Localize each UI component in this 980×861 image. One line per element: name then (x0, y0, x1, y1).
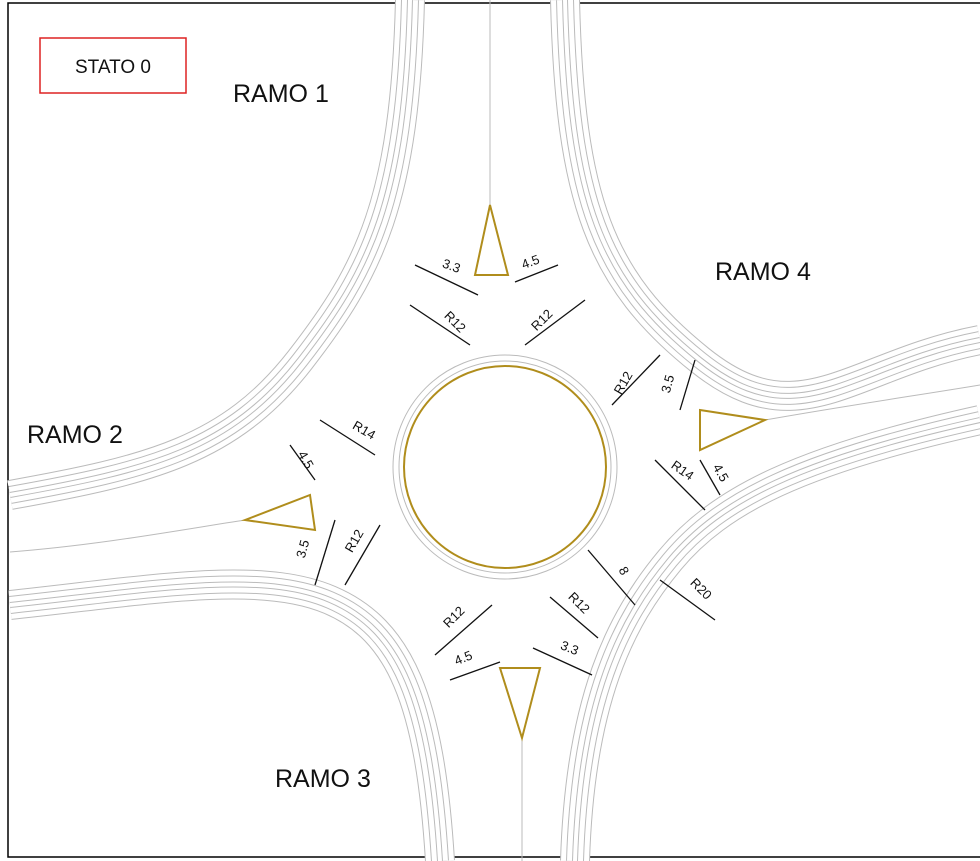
dimension-label: 3.3 (440, 256, 462, 276)
dimension-label: 4.5 (452, 647, 474, 668)
frame (7, 2, 980, 858)
arm-label: RAMO 4 (715, 258, 811, 286)
dimension-line (532, 647, 593, 676)
dimension-label: 3.5 (293, 538, 312, 559)
state-box (39, 37, 187, 94)
road-edge (563, 0, 980, 398)
centre-line (764, 384, 980, 421)
arm-label: RAMO 1 (233, 80, 329, 108)
dimension-line (524, 299, 586, 346)
dimension-line (434, 604, 493, 656)
dimension-line (611, 354, 661, 406)
dimension-line (319, 419, 376, 456)
dimension-line (409, 304, 471, 346)
dimension-line (514, 264, 559, 283)
splitter-island (241, 493, 317, 532)
central-ring (392, 354, 618, 580)
road-edges (7, 0, 980, 861)
splitter-island (699, 408, 769, 452)
dimension-lines (289, 264, 721, 681)
dimension-label: 3.3 (558, 637, 580, 658)
dimension-line (549, 596, 599, 639)
dimension-line (414, 264, 479, 296)
road-edge (573, 418, 980, 861)
dimension-line (314, 519, 336, 586)
centre-lines (9, 0, 980, 861)
dimension-label: 3.5 (658, 373, 677, 394)
centre-line (9, 519, 246, 553)
dimension-line (699, 459, 721, 496)
splitter-island (498, 667, 542, 742)
dimension-line (679, 359, 696, 411)
road-edge (9, 582, 442, 861)
dimension-label: 4.5 (519, 252, 541, 272)
dimension-line (344, 524, 381, 586)
state-label: STATO 0 (75, 57, 151, 78)
dimension-line (289, 444, 316, 481)
dimension-line (654, 459, 706, 511)
central-ring (398, 360, 612, 574)
dimension-line (587, 549, 636, 606)
dimension-line (659, 579, 716, 621)
islands (241, 204, 769, 742)
arm-label: RAMO 2 (27, 421, 123, 449)
splitter-island (473, 204, 510, 276)
road-edge (9, 0, 412, 497)
arm-label: RAMO 3 (275, 765, 371, 793)
central-island (403, 365, 607, 569)
dimension-line (449, 661, 501, 681)
